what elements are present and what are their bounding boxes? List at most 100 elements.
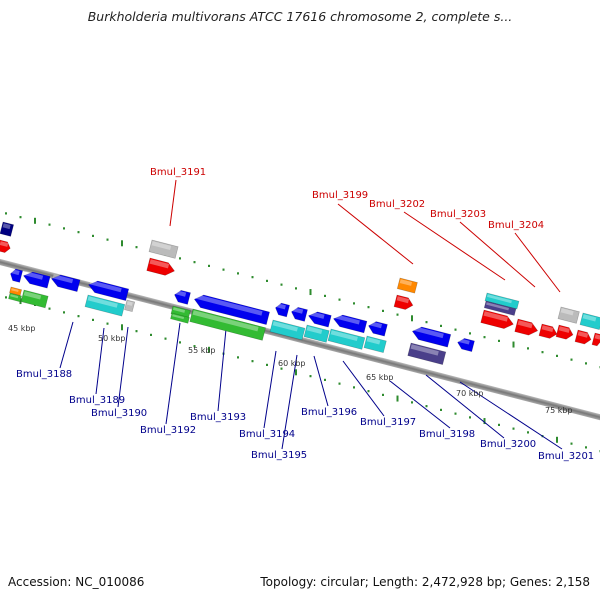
gene-highlight xyxy=(582,314,597,322)
gene-highlight xyxy=(517,320,533,329)
tick-mark xyxy=(77,315,80,318)
gene-label: Bmul_3199 xyxy=(312,190,368,201)
label-leader-line xyxy=(263,350,277,429)
gene-highlight xyxy=(541,325,554,333)
gene-body xyxy=(20,289,49,309)
tick-mark xyxy=(5,296,7,299)
label-leader-line xyxy=(169,179,177,227)
gene-highlight xyxy=(173,307,186,313)
gene-highlight xyxy=(594,334,600,340)
tick-mark xyxy=(309,289,312,296)
gene-bottom-feature xyxy=(124,299,136,313)
gene-label: Bmul_3189 xyxy=(69,395,125,406)
gene-highlight xyxy=(11,288,19,293)
label-leader-line xyxy=(389,380,451,429)
tick-mark xyxy=(63,227,65,230)
gene-top-feature xyxy=(538,323,558,339)
gene-bottom-feature xyxy=(411,326,452,348)
tick-mark xyxy=(48,307,51,310)
tick-mark xyxy=(353,386,355,389)
label-leader-line xyxy=(514,232,561,293)
label-leader-line xyxy=(313,355,329,407)
gene-body xyxy=(555,324,574,340)
gene-body xyxy=(574,329,592,345)
gene-bottom-feature xyxy=(275,302,290,318)
gene-highlight xyxy=(87,296,118,308)
tick-mark xyxy=(527,347,529,350)
tick-mark xyxy=(19,216,22,219)
tick-mark xyxy=(135,246,138,249)
gene-highlight xyxy=(195,294,263,316)
tick-mark xyxy=(208,264,210,267)
gene-label: Bmul_3197 xyxy=(360,417,416,428)
gene-top-feature xyxy=(591,332,600,347)
gene-body xyxy=(124,299,136,313)
label-leader-line xyxy=(459,381,563,450)
gene-body xyxy=(170,312,190,324)
gene-body xyxy=(10,268,24,283)
gene-body xyxy=(327,328,366,350)
gene-highlight xyxy=(486,302,509,311)
gene-body xyxy=(8,292,22,303)
tick-mark xyxy=(34,217,36,224)
tick-mark xyxy=(92,318,94,321)
gene-bottom-feature xyxy=(457,338,475,353)
gene-bottom-feature xyxy=(327,328,366,350)
gene-body xyxy=(148,239,179,259)
gene-bottom-feature xyxy=(88,280,130,301)
gene-highlight xyxy=(458,338,470,345)
tick-mark xyxy=(92,234,94,237)
tick-mark xyxy=(222,268,225,271)
gene-top-feature xyxy=(484,292,520,310)
tick-mark xyxy=(106,322,109,325)
accession-text: Accession: NC_010086 xyxy=(8,575,145,589)
kbp-label: 70 kbp xyxy=(456,389,484,398)
gene-bottom-feature xyxy=(269,319,306,341)
gene-highlight xyxy=(292,307,304,314)
gene-body xyxy=(0,239,11,253)
tick-mark xyxy=(483,336,486,339)
gene-bottom-feature xyxy=(368,321,388,337)
gene-top-feature xyxy=(0,239,11,253)
label-leader-line xyxy=(59,321,74,369)
gene-body xyxy=(411,326,452,348)
gene-highlight xyxy=(276,303,286,310)
label-leader-line xyxy=(425,374,505,439)
gene-highlight xyxy=(272,321,298,332)
tick-mark xyxy=(121,324,123,331)
tick-mark xyxy=(382,309,384,312)
gene-label: Bmul_3201 xyxy=(538,451,594,462)
tick-mark xyxy=(527,431,529,434)
tick-mark xyxy=(266,363,268,366)
gene-highlight xyxy=(558,326,570,333)
tick-mark xyxy=(353,302,355,305)
gene-bottom-feature xyxy=(170,312,190,324)
gene-highlight xyxy=(306,326,323,335)
gene-top-feature xyxy=(148,239,179,259)
gene-highlight xyxy=(309,311,325,319)
tick-mark xyxy=(585,446,587,449)
gene-top-feature xyxy=(0,221,15,237)
tick-mark xyxy=(425,405,428,408)
gene-label: Bmul_3193 xyxy=(190,412,246,423)
gene-bottom-feature xyxy=(303,324,330,343)
gene-label: Bmul_3202 xyxy=(369,199,425,210)
gene-bottom-feature xyxy=(23,271,51,289)
gene-highlight xyxy=(487,294,512,304)
kbp-label: 55 kbp xyxy=(188,346,216,355)
gene-body xyxy=(269,319,306,341)
tick-mark xyxy=(440,324,442,327)
tick-mark xyxy=(266,279,268,282)
tick-mark xyxy=(396,313,399,316)
gene-body xyxy=(146,257,175,276)
label-leader-line xyxy=(342,360,385,417)
tick-mark xyxy=(498,339,500,342)
gene-bottom-feature xyxy=(363,335,387,353)
gene-top-feature xyxy=(396,277,418,294)
gene-body xyxy=(579,312,600,330)
kbp-label: 45 kbp xyxy=(8,324,36,333)
gene-highlight xyxy=(11,269,20,276)
gene-highlight xyxy=(413,326,444,339)
tick-mark xyxy=(498,423,500,426)
gene-body xyxy=(363,335,387,353)
